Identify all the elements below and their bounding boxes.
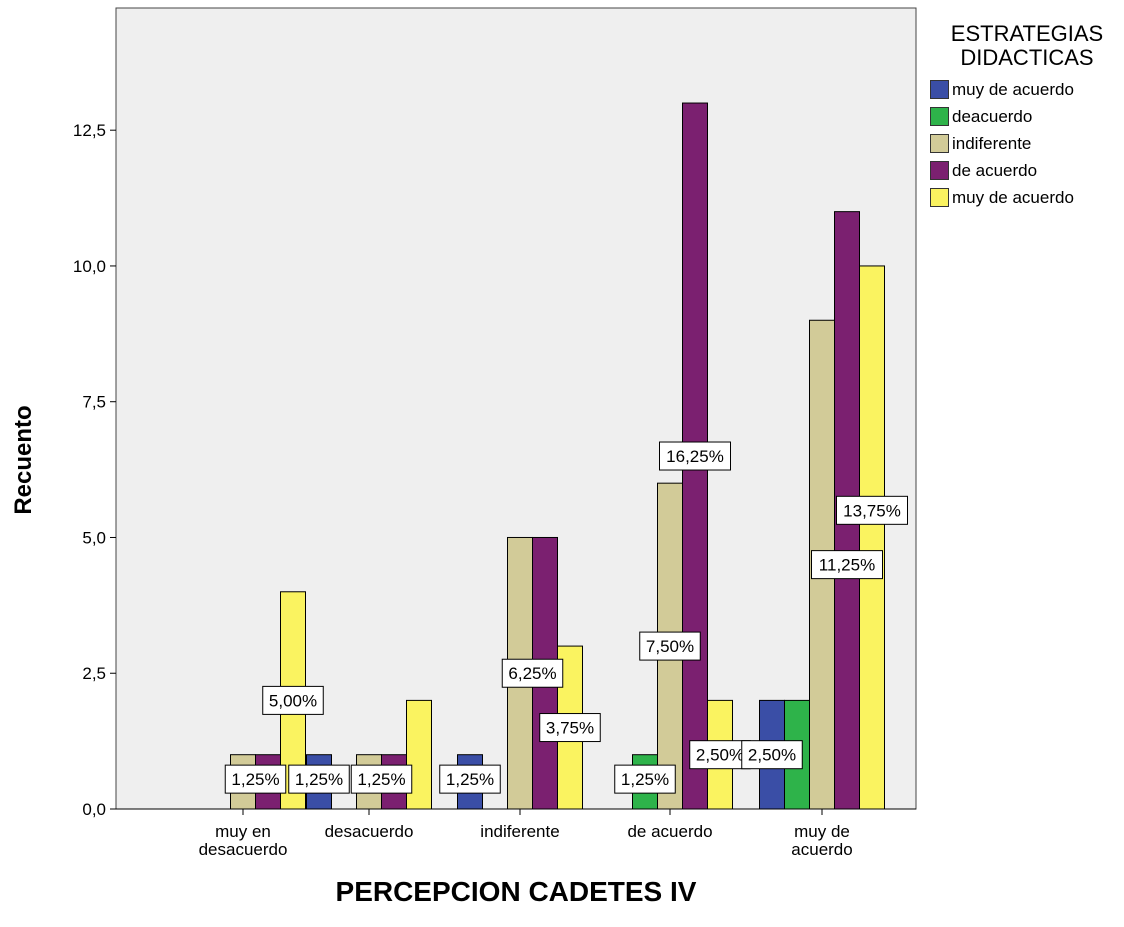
legend-swatch (930, 161, 949, 180)
data-label-box (439, 764, 501, 794)
legend-item: deacuerdo (930, 103, 1120, 130)
data-label: 1,25% (295, 770, 343, 789)
y-tick-label: 12,5 (73, 121, 106, 140)
data-label-box (614, 764, 676, 794)
y-tick-label: 5,0 (82, 528, 106, 547)
y-tick-label: 2,5 (82, 664, 106, 683)
legend-swatch (930, 80, 949, 99)
data-label: 2,50% (748, 746, 796, 765)
data-label-box (539, 713, 601, 743)
legend-label: deacuerdo (952, 106, 1033, 126)
data-label: 2,50% (696, 746, 744, 765)
y-tick-label: 7,5 (82, 393, 106, 412)
x-tick-label: de acuerdo (627, 822, 712, 841)
x-tick-label: muy de (794, 822, 850, 841)
x-tick-label: desacuerdo (325, 822, 414, 841)
x-tick-label: desacuerdo (199, 840, 288, 859)
data-label: 7,50% (646, 637, 694, 656)
legend-swatch (930, 107, 949, 126)
legend-label: indiferente (952, 133, 1032, 153)
data-label-box (224, 764, 287, 794)
data-label: 11,25% (819, 556, 875, 575)
legend-swatch (930, 188, 949, 207)
legend-item: muy de acuerdo (930, 76, 1120, 103)
legend-items: muy de acuerdo deacuerdo indiferente de acu… (930, 76, 1120, 211)
legend: ESTRATEGIAS DIDACTICAS muy de acuerdo deac… (930, 22, 1120, 211)
data-label: 6,25% (508, 664, 556, 683)
legend-swatch (930, 134, 949, 153)
legend-title-line: DIDACTICAS (960, 45, 1094, 70)
legend-item: muy de acuerdo (930, 184, 1120, 211)
data-label: 16,25% (666, 447, 724, 466)
x-tick-label: acuerdo (791, 840, 852, 859)
data-label-box (639, 631, 701, 661)
data-label: 13,75% (843, 501, 901, 520)
legend-label: muy de acuerdo (952, 187, 1074, 207)
legend-title-line: ESTRATEGIAS (950, 21, 1104, 46)
data-label: 1,25% (446, 770, 494, 789)
data-label-box (501, 658, 564, 688)
data-label-box (741, 740, 803, 770)
legend-title: ESTRATEGIAS DIDACTICAS (930, 22, 1120, 70)
data-label-box (659, 441, 731, 471)
legend-item: de acuerdo (930, 157, 1120, 184)
data-label-box (288, 764, 350, 794)
data-label-box (811, 550, 883, 580)
data-label-box (836, 495, 908, 525)
x-tick-label: indiferente (480, 822, 559, 841)
data-label: 1,25% (231, 770, 279, 789)
data-label: 5,00% (269, 691, 317, 710)
legend-label: muy de acuerdo (952, 79, 1074, 99)
y-tick-label: 10,0 (73, 257, 106, 276)
data-label: 1,25% (621, 770, 669, 789)
data-label-box (262, 685, 324, 715)
y-tick-label: 0,0 (82, 800, 106, 819)
y-axis-title: Recuento (10, 405, 37, 515)
x-tick-label: muy en (215, 822, 271, 841)
y-axis-title-box: Recuento (4, 350, 44, 570)
legend-item: indiferente (930, 130, 1120, 157)
data-label-box (350, 764, 413, 794)
bar-4-4 (859, 265, 885, 810)
data-label: 3,75% (546, 719, 594, 738)
legend-label: de acuerdo (952, 160, 1038, 180)
data-label: 1,25% (357, 770, 405, 789)
x-axis-title: PERCEPCION CADETES IV (335, 876, 697, 907)
